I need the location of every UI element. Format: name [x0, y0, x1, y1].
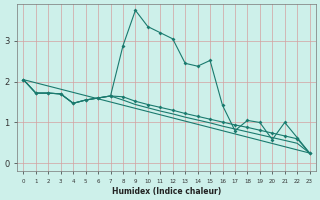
X-axis label: Humidex (Indice chaleur): Humidex (Indice chaleur): [112, 187, 221, 196]
